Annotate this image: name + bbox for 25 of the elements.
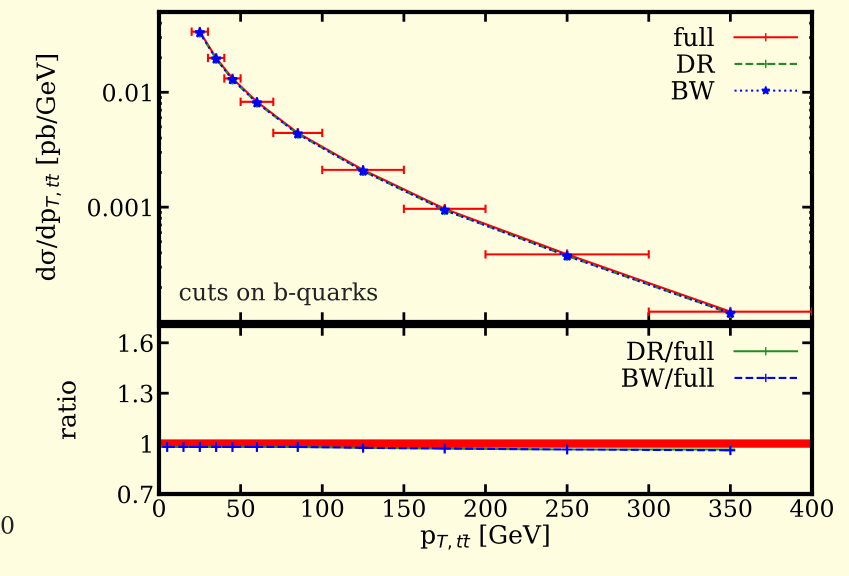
x-tick-label: 0: [153, 499, 165, 518]
x-tick-label: 50: [228, 499, 254, 518]
legend-label: BW: [672, 81, 714, 100]
annotation: cuts on b-quarks: [180, 282, 378, 306]
y-tick-label: 0.7: [118, 485, 152, 504]
x-tick-label: 250: [546, 499, 588, 518]
legend-label: DR: [677, 54, 716, 73]
x-tick-label: 400: [790, 499, 833, 518]
y-axis-title: ratio: [57, 381, 76, 440]
x-tick-label: 350: [710, 499, 752, 518]
y-tick-label: 1: [142, 435, 151, 453]
x-tick-label: 300: [628, 499, 670, 518]
x-axis-title: p$_{T,tt̄}$ [GeV]: [420, 524, 549, 550]
legend-label: full: [674, 27, 714, 46]
x-tick-label: 100: [302, 499, 344, 518]
legend-label: BW/full: [622, 368, 714, 390]
x-tick-label: 150: [384, 499, 425, 518]
x-tick-label: 200: [464, 499, 506, 518]
y-tick-label: 0.01: [103, 84, 151, 102]
y-tick-label: 1.6: [119, 334, 153, 352]
text: 0: [2, 516, 14, 534]
y-tick-label: 1.3: [119, 384, 152, 403]
legend-label: DR/full: [627, 341, 714, 362]
y-axis-title: dσ/dp$_{T,tt̄}$ [pb/GeV]: [36, 55, 61, 280]
y-tick-label: 0.001: [88, 198, 151, 216]
